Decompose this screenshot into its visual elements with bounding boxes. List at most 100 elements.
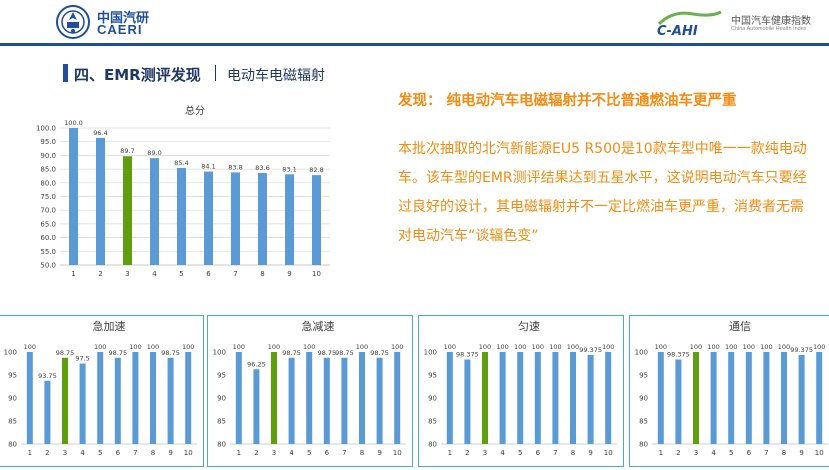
y-tick-label: 85: [428, 418, 437, 426]
bar: [394, 352, 401, 444]
chart-title: 通信: [729, 320, 751, 333]
bar: [693, 352, 699, 444]
data-label: 98.75: [370, 349, 389, 357]
c-ahi-logo-cn: 中国汽车健康指数: [731, 16, 811, 27]
data-label: 100: [391, 343, 403, 351]
bar: [482, 352, 488, 444]
c-ahi-logo-text: C-AHI: [657, 24, 698, 38]
x-tick-label: 9: [799, 449, 803, 457]
y-tick-label: 95: [639, 372, 648, 380]
data-label: 100: [655, 343, 667, 351]
data-label: 100: [147, 343, 159, 351]
y-tick-label: 85: [639, 418, 648, 426]
bar: [150, 352, 156, 444]
section-title: 四、EMR测评发现: [74, 66, 201, 84]
x-tick-label: 8: [782, 449, 786, 457]
y-tick-label: 80.0: [40, 179, 56, 187]
data-label: 100: [303, 343, 315, 351]
x-tick-label: 2: [254, 449, 258, 457]
y-tick-label: 95.0: [40, 138, 56, 146]
x-tick-label: 7: [342, 449, 346, 457]
bar: [271, 352, 277, 444]
x-tick-label: 8: [571, 449, 575, 457]
y-tick-label: 95: [217, 372, 226, 380]
communication-chart: 通信 80 85 90 95 100 100 1 98.375 2 100 3 100 4 100 5 100 6…: [635, 320, 828, 457]
header-bar: 中国汽研 CAERI C-AHI 中国汽车健康指数 China Automobi…: [0, 0, 829, 46]
x-tick-label: 6: [206, 270, 211, 278]
x-tick-label: 1: [71, 270, 75, 278]
x-tick-label: 5: [179, 270, 183, 278]
data-label: 100: [567, 343, 579, 351]
y-tick-label: 90: [428, 395, 437, 403]
data-label: 100: [760, 343, 772, 351]
data-label: 98.75: [56, 349, 75, 357]
y-tick-label: 50.0: [40, 262, 56, 270]
c-ahi-logo-en: China Automobile Health Index: [731, 26, 807, 32]
y-tick-label: 90.0: [40, 152, 56, 160]
x-tick-label: 3: [63, 449, 67, 457]
x-tick-label: 5: [518, 449, 522, 457]
y-tick-label: 55.0: [40, 248, 56, 256]
rapid-acceleration-chart: 急加速 80 85 90 95 100 100 1 93.75 2 98.75 3 97.5 4 100 5 9…: [4, 319, 197, 457]
x-tick-label: 10: [312, 270, 321, 278]
bar: [167, 357, 174, 444]
bar: [499, 352, 506, 444]
x-tick-label: 10: [604, 449, 613, 457]
bar: [534, 352, 541, 444]
data-label: 100: [549, 343, 561, 351]
data-label: 100: [182, 343, 194, 351]
data-label: 96.4: [93, 129, 107, 137]
x-tick-label: 6: [536, 449, 541, 457]
bar: [123, 156, 132, 265]
x-tick-label: 9: [377, 449, 381, 457]
data-label: 99.375: [790, 346, 813, 354]
data-label: 96.25: [247, 360, 266, 368]
x-tick-label: 1: [448, 449, 452, 457]
bar: [464, 359, 471, 444]
x-tick-label: 5: [98, 449, 102, 457]
bar: [97, 352, 104, 444]
bar: [288, 357, 295, 444]
x-tick-label: 3: [272, 449, 276, 457]
bar: [114, 357, 121, 444]
data-label: 89.0: [147, 149, 161, 157]
x-tick-label: 6: [325, 449, 330, 457]
x-tick-label: 6: [747, 449, 752, 457]
bar: [517, 352, 524, 444]
bar: [69, 128, 78, 265]
bar: [177, 168, 186, 265]
bar: [816, 352, 823, 444]
x-tick-label: 4: [500, 449, 505, 457]
finding-title: 发现： 纯电动汽车电磁辐射并不比普通燃油车更严重: [398, 93, 737, 109]
bar: [204, 171, 213, 265]
y-tick-label: 90: [8, 395, 17, 403]
x-tick-label: 3: [694, 449, 698, 457]
x-tick-label: 1: [28, 449, 32, 457]
bar: [710, 352, 717, 444]
header-divider: [0, 43, 829, 46]
panel-rapid-acceleration: 急加速 80 85 90 95 100 100 1 93.75 2 98.75 3 97.5 4 100 5 9…: [0, 315, 204, 467]
data-label: 82.8: [309, 166, 323, 174]
y-tick-label: 100: [213, 349, 226, 357]
x-tick-label: 7: [133, 449, 137, 457]
data-label: 100: [233, 343, 245, 351]
data-label: 83.8: [228, 163, 242, 171]
data-label: 89.7: [120, 147, 134, 155]
y-tick-label: 85.0: [40, 166, 56, 174]
x-tick-label: 8: [360, 449, 364, 457]
data-label: 100: [24, 343, 36, 351]
x-tick-label: 10: [184, 449, 193, 457]
bar: [605, 352, 612, 444]
bar: [253, 369, 260, 444]
bar: [306, 352, 313, 444]
y-tick-label: 85: [8, 418, 17, 426]
y-tick-label: 90: [217, 395, 226, 403]
bar: [552, 352, 559, 444]
bar: [312, 175, 321, 265]
x-tick-label: 2: [465, 449, 469, 457]
x-tick-label: 3: [125, 270, 129, 278]
data-label: 98.75: [282, 349, 301, 357]
y-tick-label: 100.0: [36, 125, 56, 133]
data-label: 100: [444, 343, 456, 351]
y-tick-label: 100: [4, 349, 17, 357]
